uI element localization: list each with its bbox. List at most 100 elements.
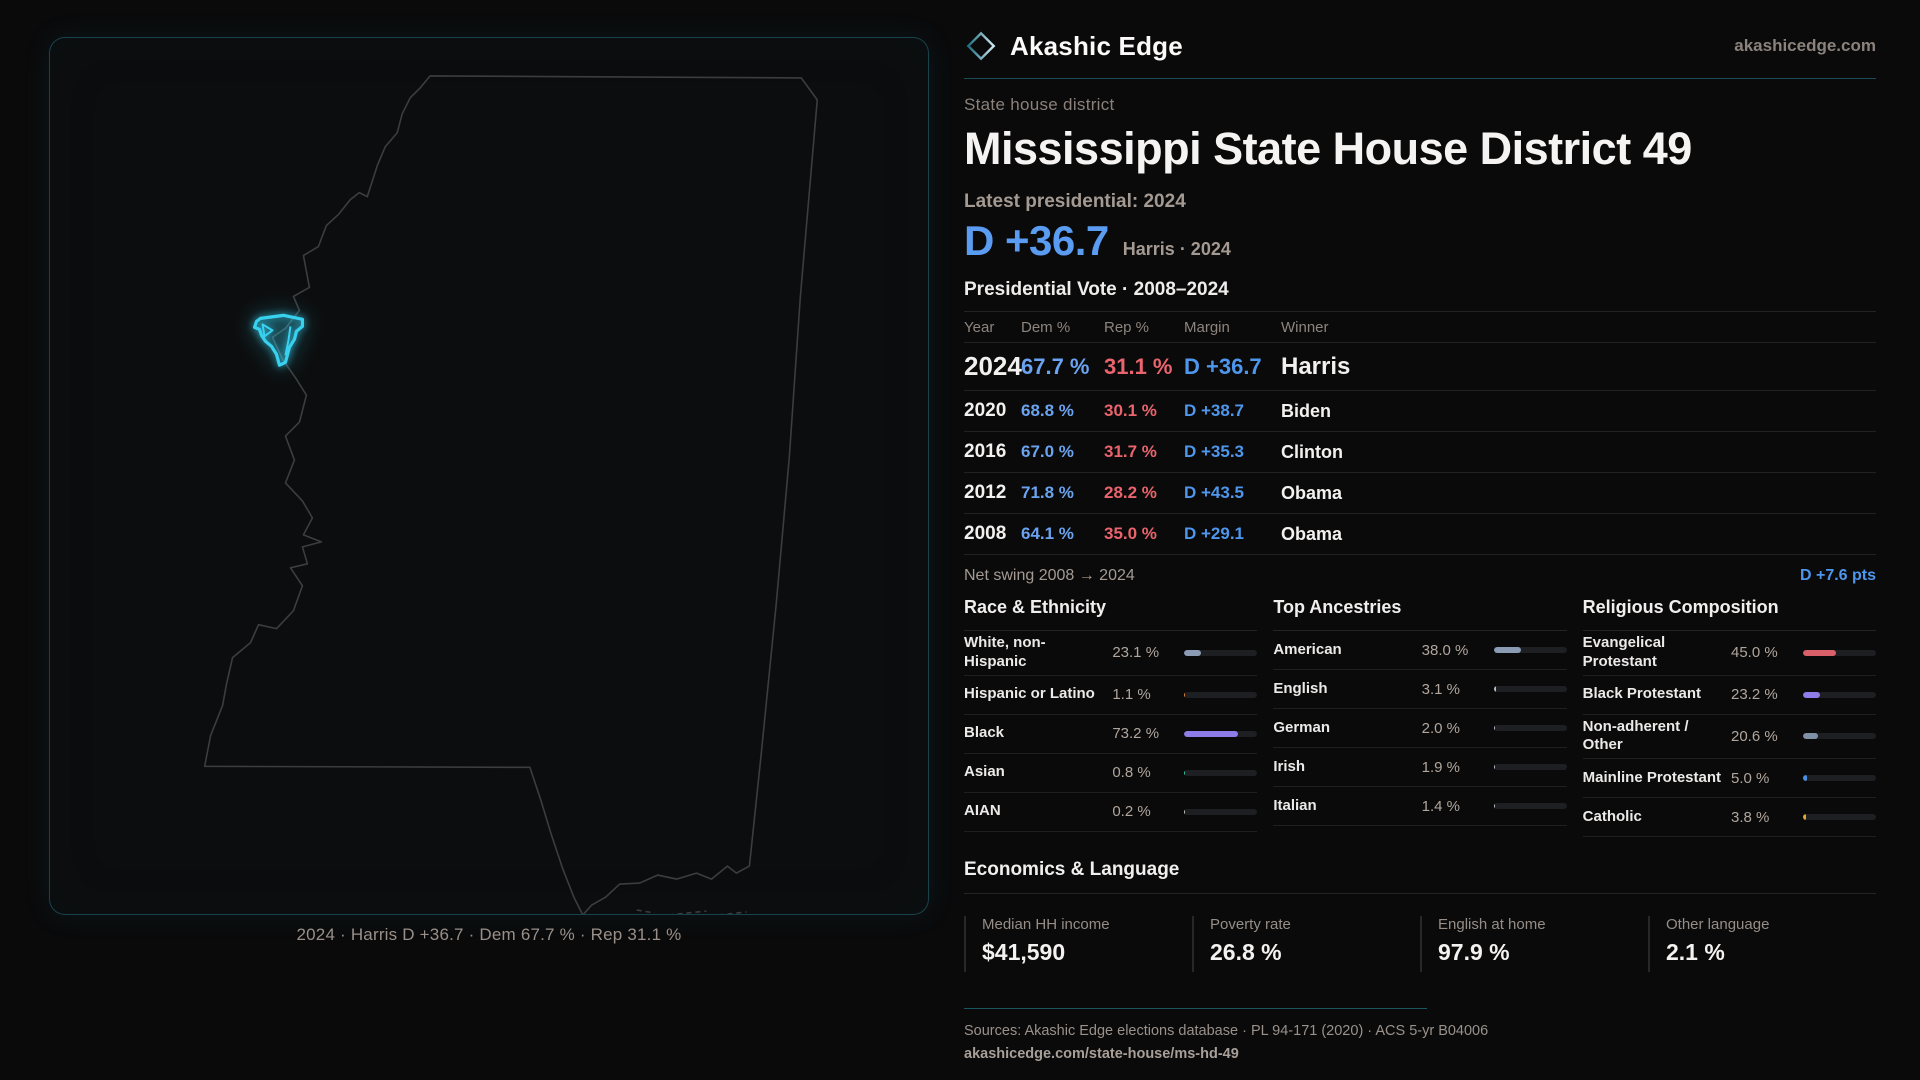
demo-row: Catholic 3.8 % bbox=[1582, 798, 1876, 837]
cell-rep: 35.0 % bbox=[1104, 524, 1157, 543]
demo-label: Asian bbox=[964, 763, 1005, 781]
cell-winner: Obama bbox=[1281, 523, 1343, 544]
demo-row: Mainline Protestant 5.0 % bbox=[1582, 759, 1876, 798]
race-ethnicity-column: Race & Ethnicity White, non-Hispanic 23.… bbox=[964, 597, 1258, 837]
cell-margin: D +36.7 bbox=[1184, 353, 1262, 379]
demo-label: English bbox=[1273, 679, 1328, 697]
cell-margin: D +35.3 bbox=[1184, 442, 1245, 461]
cell-dem: 67.7 % bbox=[1021, 353, 1090, 379]
permalink[interactable]: akashicedge.com/state-house/ms-hd-49 bbox=[964, 1046, 1239, 1062]
bar-track bbox=[1493, 725, 1567, 731]
col-margin: Margin bbox=[1184, 318, 1230, 336]
stats-row: Median HH income $41,590 Poverty rate 26… bbox=[964, 916, 1876, 972]
detail-panel: Akashic Edge akashicedge.com State house… bbox=[964, 24, 1876, 1063]
cell-rep: 30.1 % bbox=[1104, 401, 1157, 420]
page-title: Mississippi State House District 49 bbox=[964, 123, 1692, 174]
bar-track bbox=[1803, 649, 1876, 656]
header: Akashic Edge akashicedge.com bbox=[964, 24, 1876, 68]
demo-value: 0.8 % bbox=[1112, 764, 1151, 781]
stat-english-at-home: English at home 97.9 % bbox=[1420, 916, 1648, 972]
cell-year: 2016 bbox=[964, 441, 1007, 462]
stat-value: 97.9 % bbox=[1438, 939, 1510, 965]
bar-fill bbox=[1803, 733, 1819, 740]
stat-label: Other language bbox=[1666, 916, 1770, 933]
economics-title: Economics & Language bbox=[964, 859, 1876, 894]
demo-value: 0.2 % bbox=[1112, 803, 1151, 820]
bar-fill bbox=[1803, 775, 1807, 781]
net-swing-label: Net swing 2008 → 2024 bbox=[964, 567, 1135, 584]
latest-presidential-label: Latest presidential: 2024 bbox=[964, 191, 1186, 212]
demo-label: Irish bbox=[1273, 757, 1306, 775]
demo-row: Non-adherent / Other 20.6 % bbox=[1582, 715, 1876, 759]
cell-margin: D +29.1 bbox=[1184, 524, 1245, 543]
stat-value: $41,590 bbox=[982, 939, 1066, 965]
religion-column: Religious Composition Evangelical Protes… bbox=[1582, 597, 1876, 837]
section-title: Top Ancestries bbox=[1273, 597, 1567, 631]
cell-year: 2020 bbox=[964, 400, 1007, 421]
cell-margin: D +38.7 bbox=[1184, 401, 1245, 420]
section-title: Race & Ethnicity bbox=[964, 597, 1258, 631]
stat-label: English at home bbox=[1438, 916, 1546, 933]
demo-value: 23.2 % bbox=[1731, 686, 1778, 703]
map-canvas[interactable] bbox=[50, 38, 928, 914]
demo-label: AIAN bbox=[964, 802, 1001, 820]
mississippi-outline bbox=[203, 75, 819, 914]
cell-year: 2024 bbox=[964, 351, 1022, 381]
cell-dem: 67.0 % bbox=[1021, 442, 1074, 461]
table-row: 2020 68.8 % 30.1 % D +38.7 Biden bbox=[964, 391, 1876, 432]
demo-label: Evangelical Protestant bbox=[1582, 634, 1666, 670]
demo-value: 3.8 % bbox=[1731, 808, 1770, 826]
bar-track bbox=[1184, 730, 1258, 737]
site-link[interactable]: akashicedge.com bbox=[1734, 36, 1876, 55]
bar-track bbox=[1493, 686, 1567, 692]
net-swing-row: Net swing 2008 → 2024 D +7.6 pts bbox=[964, 555, 1876, 597]
bar-fill bbox=[1184, 730, 1238, 737]
bar-fill bbox=[1803, 814, 1806, 820]
demo-label: German bbox=[1273, 718, 1331, 736]
demo-row: Black 73.2 % bbox=[964, 715, 1258, 754]
bar-fill bbox=[1184, 691, 1186, 698]
demo-row: Irish 1.9 % bbox=[1273, 748, 1567, 787]
footer: Sources: Akashic Edge elections database… bbox=[964, 1008, 1876, 1063]
bar-track bbox=[1493, 647, 1567, 653]
cell-rep: 31.7 % bbox=[1104, 442, 1157, 461]
bar-track bbox=[1184, 649, 1258, 656]
bar-fill bbox=[1493, 725, 1496, 731]
section-title: Religious Composition bbox=[1582, 597, 1876, 631]
cell-year: 2012 bbox=[964, 482, 1007, 503]
bar-fill bbox=[1184, 769, 1185, 776]
bar-fill bbox=[1803, 649, 1836, 656]
bar-track bbox=[1803, 733, 1876, 740]
demo-label: Catholic bbox=[1582, 807, 1642, 825]
brand-name: Akashic Edge bbox=[1010, 30, 1183, 61]
col-rep: Rep % bbox=[1104, 318, 1150, 336]
cell-winner: Harris bbox=[1281, 352, 1351, 380]
economics-section: Economics & Language Median HH income $4… bbox=[964, 859, 1876, 972]
cell-dem: 71.8 % bbox=[1021, 483, 1074, 502]
cell-dem: 64.1 % bbox=[1021, 524, 1074, 543]
highlighted-district[interactable] bbox=[252, 313, 305, 367]
cell-winner: Obama bbox=[1281, 482, 1343, 503]
bar-fill bbox=[1493, 764, 1496, 770]
cell-rep: 31.1 % bbox=[1104, 353, 1173, 379]
stat-value: 26.8 % bbox=[1210, 939, 1282, 965]
sources-text: Sources: Akashic Edge elections database… bbox=[964, 1023, 1489, 1039]
table-row: 2008 64.1 % 35.0 % D +29.1 Obama bbox=[964, 514, 1876, 555]
demo-row: German 2.0 % bbox=[1273, 709, 1567, 748]
demo-row: Asian 0.8 % bbox=[964, 754, 1258, 793]
stat-label: Median HH income bbox=[982, 916, 1110, 933]
presidential-vote-table: Year Dem % Rep % Margin Winner 2024 67.7… bbox=[964, 311, 1876, 555]
stat-poverty-rate: Poverty rate 26.8 % bbox=[1192, 916, 1420, 972]
demo-value: 45.0 % bbox=[1731, 644, 1778, 662]
table-row: 2016 67.0 % 31.7 % D +35.3 Clinton bbox=[964, 432, 1876, 473]
demo-label: Hispanic or Latino bbox=[964, 685, 1095, 703]
bar-track bbox=[1493, 764, 1567, 770]
demographics-section: Race & Ethnicity White, non-Hispanic 23.… bbox=[964, 597, 1876, 837]
demo-label: White, non-Hispanic bbox=[964, 634, 1046, 670]
gulf-islands bbox=[636, 909, 747, 914]
demo-row: English 3.1 % bbox=[1273, 670, 1567, 709]
demo-value: 73.2 % bbox=[1112, 725, 1160, 742]
stat-value: 2.1 % bbox=[1666, 939, 1725, 965]
footer-divider bbox=[964, 1008, 1427, 1009]
table-row: 2024 67.7 % 31.1 % D +36.7 Harris bbox=[964, 343, 1876, 391]
